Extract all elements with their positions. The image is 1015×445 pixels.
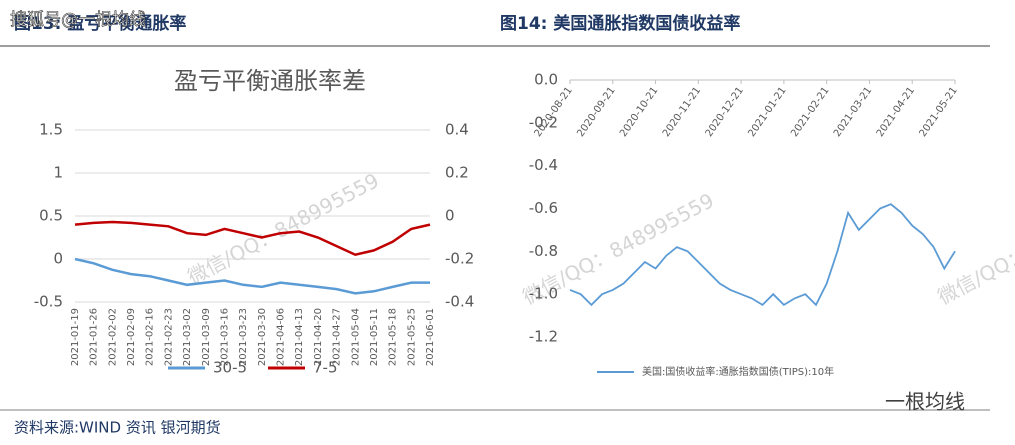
y-tick-label: -1.0 [529, 285, 558, 303]
x-tick-label: 2021-04-21 [875, 85, 917, 139]
legend-label: 美国:国债收益率:通胀指数国债(TIPS):10年 [642, 365, 834, 378]
y-tick-label: -0.6 [529, 199, 558, 217]
x-tick-label: 2020-09-21 [575, 85, 617, 139]
x-tick-label: 2021-03-23 [238, 308, 249, 366]
y2-tick-label: -0.2 [445, 250, 474, 268]
left-heading: 图13: 盈亏平衡通胀率 [14, 13, 186, 34]
y-tick-label: 0 [53, 250, 63, 268]
x-tick-label: 2021-02-16 [145, 308, 156, 366]
series-line [74, 220, 431, 257]
x-tick-label: 2021-03-09 [201, 308, 212, 366]
series-line [74, 257, 430, 295]
x-tick-label: 2021-06-01 [425, 308, 436, 366]
legend-label: 7-5 [313, 359, 338, 377]
x-tick-label: 2021-03-16 [219, 308, 230, 366]
right-heading: 图14: 美国通胀指数国债收益率 [500, 13, 740, 34]
x-tick-label: 2021-05-21 [918, 85, 960, 139]
y-tick-label: 1 [53, 164, 63, 182]
x-tick-label: 2021-01-21 [746, 85, 788, 139]
y2-tick-label: 0 [445, 207, 455, 225]
x-tick-label: 2020-11-21 [661, 85, 703, 139]
y-tick-label: -0.5 [34, 293, 63, 311]
y-tick-label: -0.2 [529, 113, 558, 131]
series-line [569, 203, 956, 307]
x-tick-label: 2021-02-21 [789, 85, 831, 139]
x-tick-label: 2020-12-21 [704, 85, 746, 139]
x-tick-label: 2021-05-04 [350, 308, 361, 366]
x-tick-label: 2020-10-21 [618, 85, 660, 139]
legend-label: 30-5 [213, 359, 247, 377]
y-tick-label: -0.4 [529, 156, 558, 174]
x-tick-label: 2021-04-27 [332, 308, 343, 366]
x-tick-label: 2021-03-21 [832, 85, 874, 139]
y-tick-label: -0.8 [529, 242, 558, 260]
watermark: 微信/QQ：848995559 [934, 188, 1015, 309]
logo: 一根均线 [885, 390, 965, 414]
x-tick-label: 2021-04-20 [313, 308, 324, 366]
x-tick-label: 2021-04-06 [276, 308, 287, 366]
y-tick-label: -1.2 [529, 328, 558, 346]
x-tick-label: 2021-02-23 [163, 308, 174, 366]
x-tick-label: 2021-02-09 [126, 308, 137, 366]
watermark: 微信/QQ：848995559 [184, 168, 383, 289]
source: 资料来源:WIND 资讯 银河期货 [14, 419, 221, 437]
x-tick-label: 2021-02-02 [107, 308, 118, 366]
y-tick-label: 1.5 [39, 121, 63, 139]
y2-tick-label: -0.4 [445, 293, 474, 311]
x-tick-label: 2021-04-13 [294, 308, 305, 366]
x-tick-label: 2021-05-11 [369, 308, 380, 366]
x-tick-label: 2021-01-26 [89, 308, 100, 366]
x-tick-label: 2021-03-30 [257, 308, 268, 366]
y2-tick-label: 0.2 [445, 164, 469, 182]
y2-tick-label: 0.4 [445, 121, 469, 139]
x-tick-label: 2021-03-02 [182, 308, 193, 366]
x-tick-label: 2021-05-18 [388, 308, 399, 366]
y-tick-label: 0.0 [534, 71, 558, 89]
chart-title: 盈亏平衡通胀率差 [174, 67, 366, 95]
x-tick-label: 2021-05-25 [406, 308, 417, 366]
x-tick-label: 2021-01-19 [70, 308, 81, 366]
watermark: 搜狐号@一根均线 [10, 10, 146, 30]
y-tick-label: 0.5 [39, 207, 63, 225]
